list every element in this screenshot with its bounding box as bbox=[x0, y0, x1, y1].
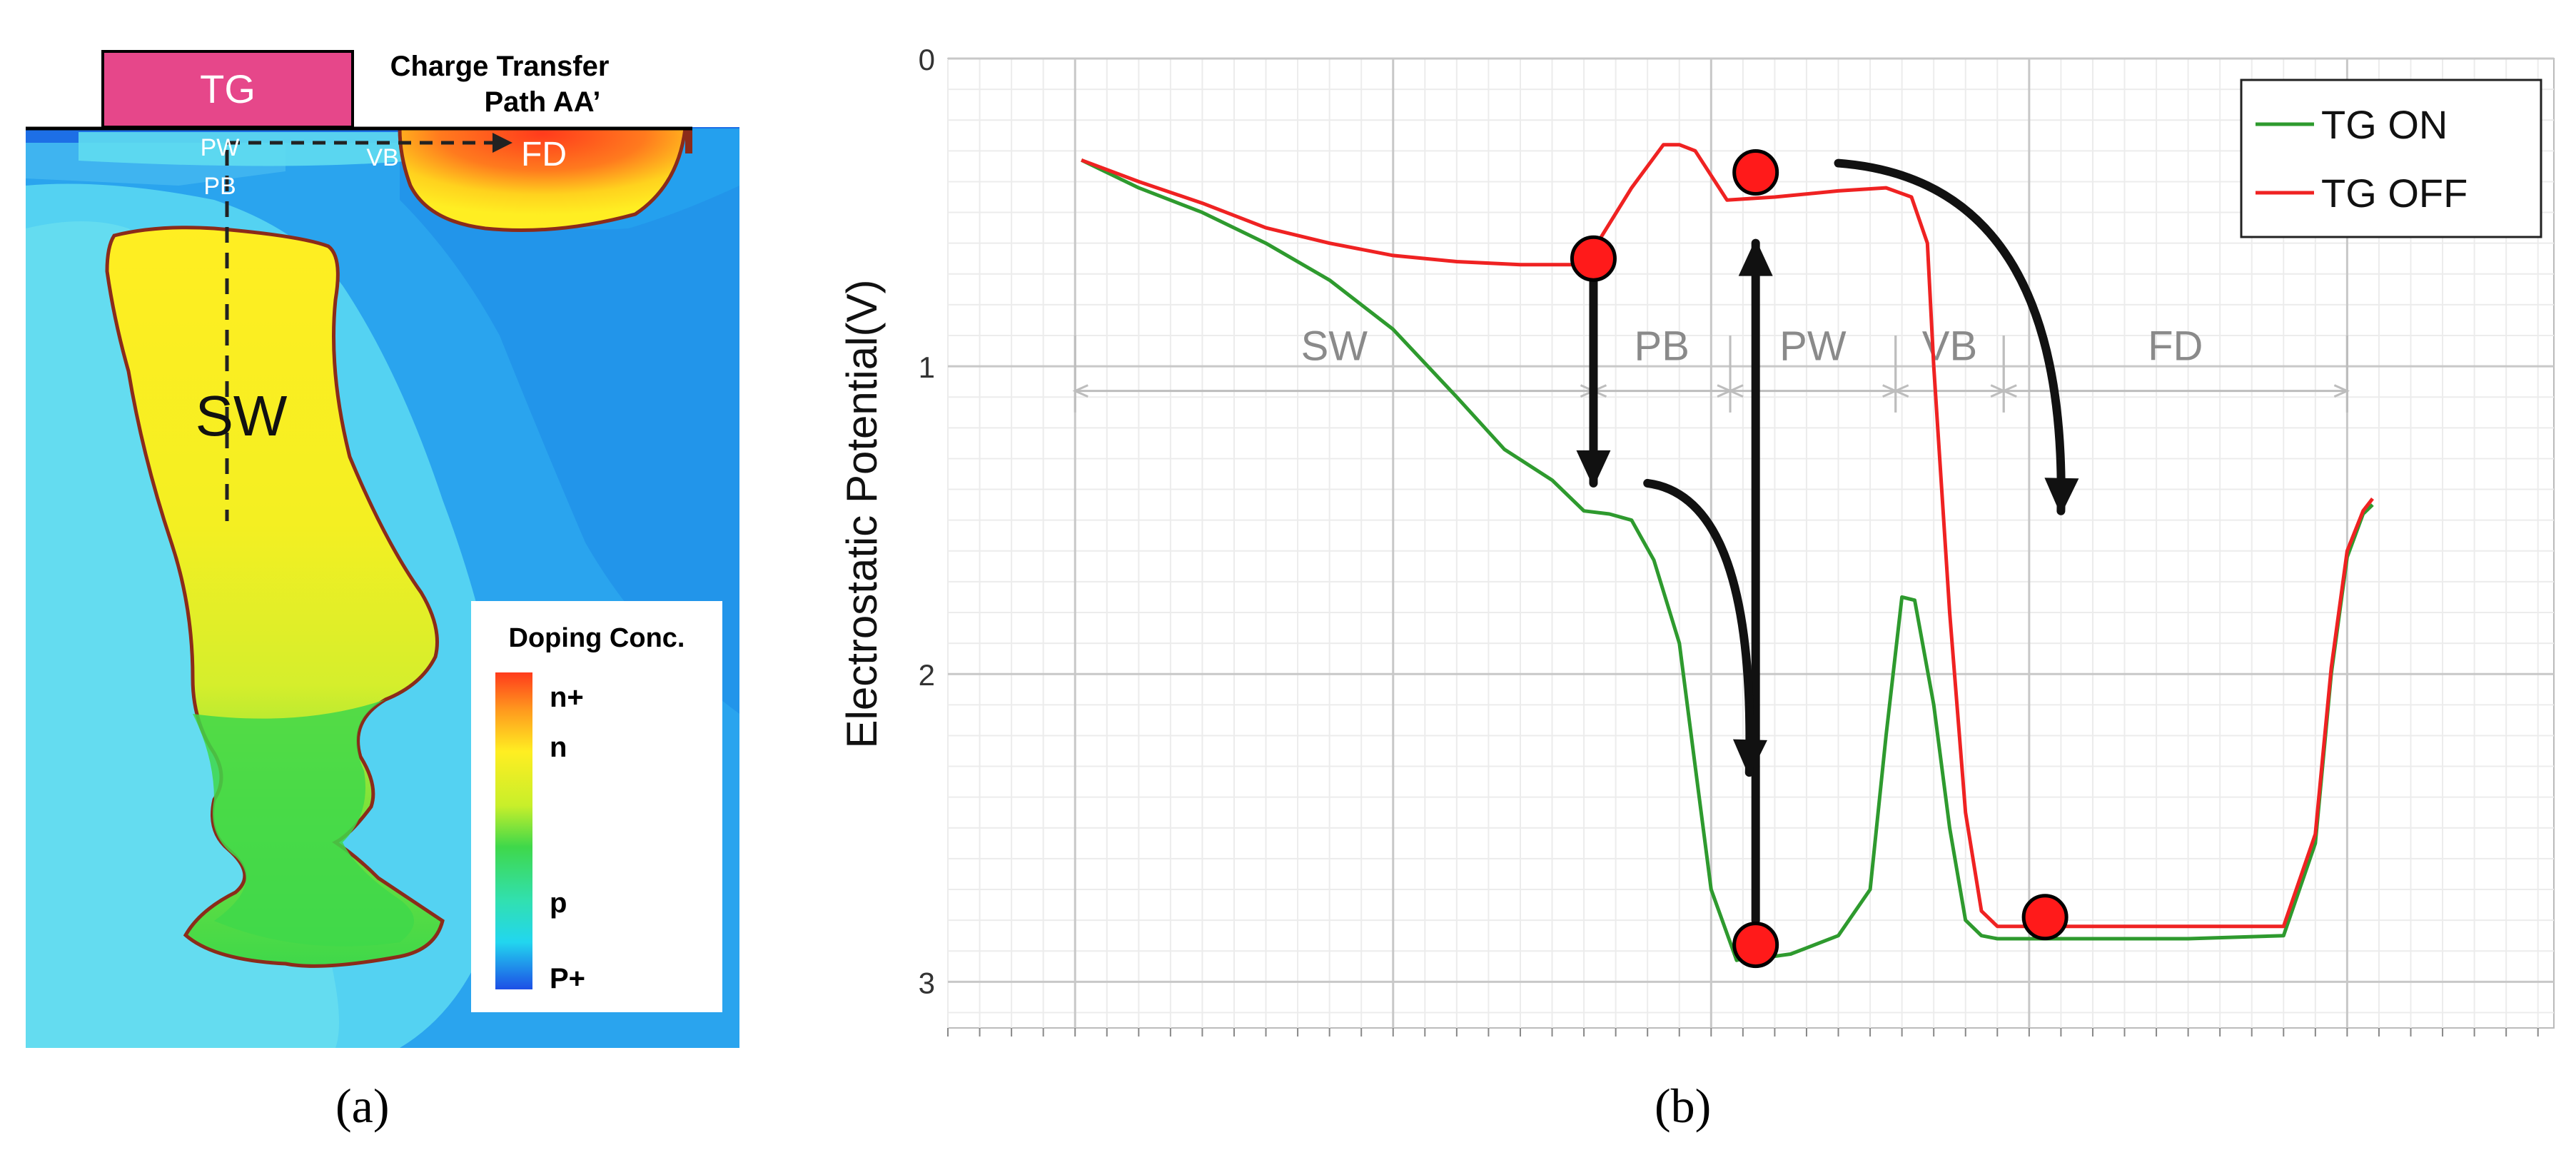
legend-entry: TG OFF bbox=[2321, 171, 2468, 216]
y-tick-label: 3 bbox=[919, 966, 935, 999]
region-label-vb: VB bbox=[366, 144, 398, 171]
y-tick-label: 2 bbox=[919, 658, 935, 692]
transfer-arrow bbox=[1643, 478, 1754, 777]
region-label: PW bbox=[1779, 323, 1847, 369]
region-label: PB bbox=[1635, 323, 1689, 369]
charge-path-arrowhead bbox=[493, 133, 512, 153]
region-arrowhead bbox=[1727, 384, 1744, 398]
electron-marker bbox=[2021, 894, 2069, 941]
legend-entry: TG ON bbox=[2321, 102, 2448, 147]
transfer-arrowhead bbox=[1576, 450, 1611, 488]
region-arrowhead bbox=[1893, 384, 1909, 398]
region-label-pb: PB bbox=[203, 173, 236, 200]
path-title-line2: Path AA’ bbox=[485, 86, 601, 118]
region-label: FD bbox=[2148, 323, 2203, 369]
transfer-arrowhead bbox=[1738, 238, 1773, 276]
region-label-pw: PW bbox=[201, 134, 240, 161]
region-arrowhead bbox=[2001, 384, 2017, 398]
legend-level-n: n bbox=[550, 732, 567, 763]
region-label-sw: SW bbox=[196, 384, 288, 448]
y-tick-label: 1 bbox=[919, 350, 935, 384]
region-arrowhead bbox=[1072, 384, 1089, 398]
legend-colorbar bbox=[495, 672, 532, 989]
y-tick-label: 0 bbox=[919, 43, 935, 76]
region-label: SW bbox=[1301, 323, 1368, 369]
chart-legend bbox=[2240, 79, 2542, 238]
transfer-arrowhead bbox=[2044, 478, 2079, 515]
transfer-arrow bbox=[1834, 158, 2066, 515]
y-axis-label: Electrostatic Potential(V) bbox=[838, 280, 886, 749]
transfer-arrowhead bbox=[1732, 739, 1767, 777]
panel-a-label: (a) bbox=[335, 1079, 390, 1133]
path-title-line1: Charge Transfer bbox=[390, 51, 610, 82]
region-label-fd: FD bbox=[521, 136, 567, 173]
legend-title: Doping Conc. bbox=[509, 623, 685, 653]
transfer-gate bbox=[101, 50, 354, 128]
electron-marker bbox=[1570, 235, 1617, 282]
legend-level-p-plus: P+ bbox=[550, 963, 585, 994]
legend-level-n-plus: n+ bbox=[550, 682, 584, 713]
fd-region bbox=[398, 126, 687, 232]
series-line-tg-on bbox=[1081, 158, 2374, 962]
series-line-tg-off bbox=[1081, 143, 2374, 929]
doping-profile-panel: TG Charge Transfer Path AA’ PW PB VB FD … bbox=[26, 50, 739, 1048]
tg-label: TG bbox=[200, 66, 256, 111]
legend-level-p: p bbox=[550, 887, 567, 919]
electron-marker bbox=[1732, 922, 1779, 969]
electron-marker bbox=[1732, 149, 1779, 196]
panel-b-label: (b) bbox=[1655, 1079, 1712, 1133]
